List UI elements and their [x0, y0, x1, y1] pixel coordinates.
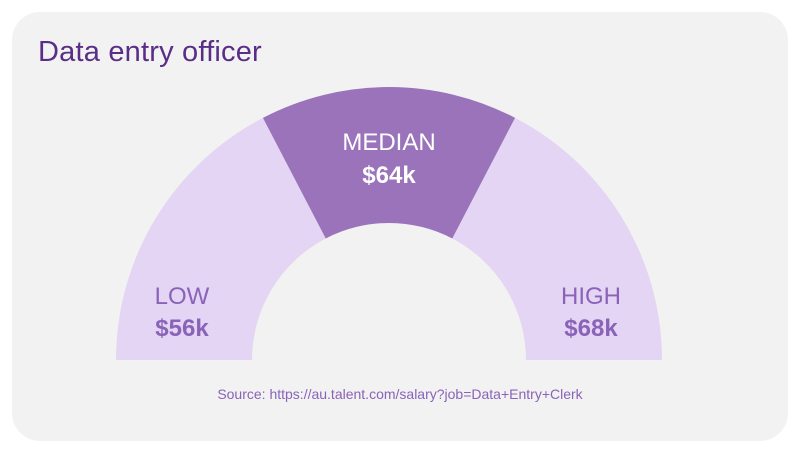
source-note: Source: https://au.talent.com/salary?job… [217, 386, 583, 402]
gauge-segment-median [262, 87, 516, 239]
chart-title: Data entry officer [38, 36, 262, 68]
gauge-segment-high [452, 117, 662, 360]
median-value: $64k [362, 162, 416, 189]
chart-card: Data entry officer Source: https://au.ta… [12, 12, 788, 441]
low-value: $56k [155, 315, 209, 342]
low-label: LOW [155, 283, 210, 310]
gauge-segment-low [116, 117, 326, 360]
high-value: $68k [564, 315, 618, 342]
high-label: HIGH [561, 283, 621, 310]
median-label: MEDIAN [342, 129, 435, 156]
